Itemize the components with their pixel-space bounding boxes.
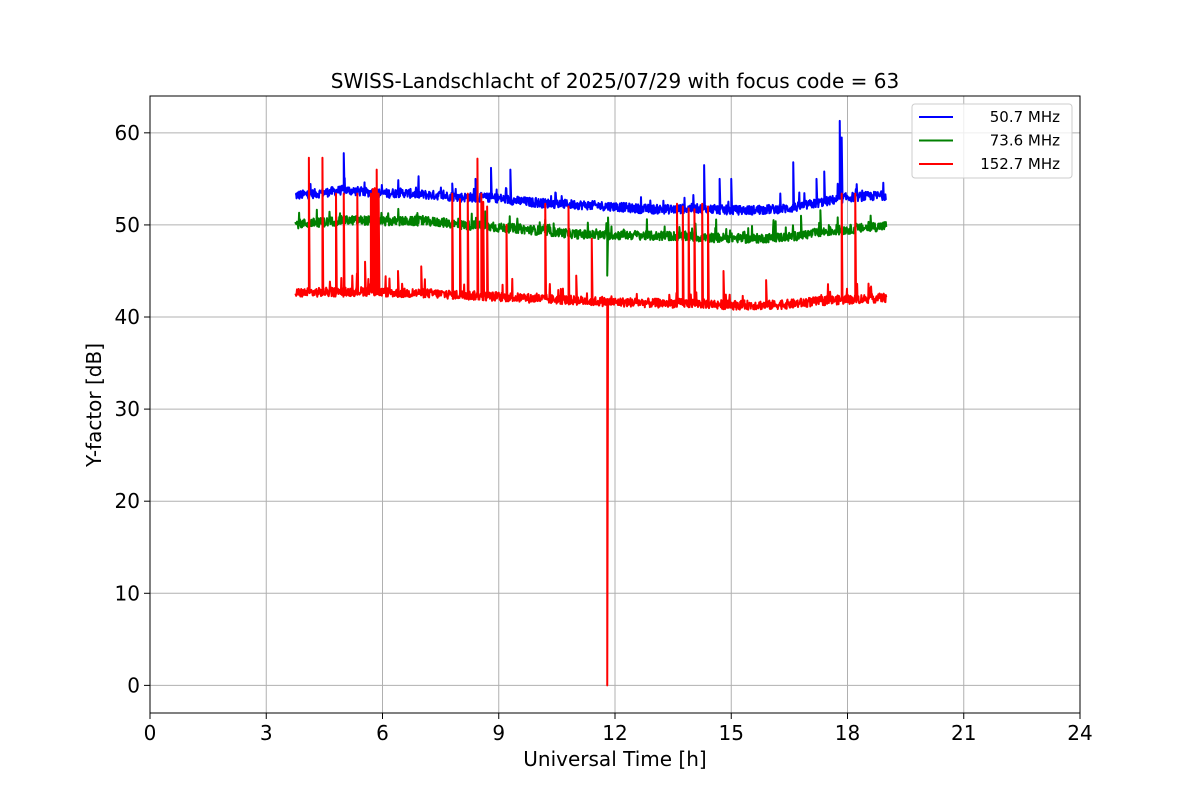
x-tick-label: 3 — [260, 721, 273, 745]
series-line — [294, 156, 888, 687]
x-tick-label: 9 — [492, 721, 505, 745]
x-tick-label: 15 — [719, 721, 744, 745]
y-tick-label: 0 — [127, 673, 140, 697]
x-tick-label: 0 — [144, 721, 157, 745]
y-tick-label: 50 — [115, 213, 140, 237]
x-tick-label: 24 — [1067, 721, 1092, 745]
x-axis-ticks: 0 3 6 9 12 15 18 21 24 — [144, 713, 1093, 745]
legend-label: 73.6 MHz — [990, 132, 1060, 150]
series-line — [294, 207, 888, 277]
legend-box — [911, 103, 1073, 179]
y-tick-label: 40 — [115, 305, 140, 329]
x-tick-label: 18 — [835, 721, 860, 745]
x-tick-label: 12 — [602, 721, 627, 745]
y-tick-label: 30 — [115, 397, 140, 421]
series-line — [294, 119, 888, 216]
legend-label: 152.7 MHz — [980, 155, 1060, 173]
y-axis-label: Y-factor [dB] — [82, 343, 106, 468]
plot-series — [294, 119, 888, 687]
chart-title: SWISS-Landschlacht of 2025/07/29 with fo… — [331, 69, 899, 93]
x-axis-label: Universal Time [h] — [523, 747, 706, 771]
legend: 50.7 MHz 73.6 MHz 152.7 MHz — [911, 103, 1073, 179]
y-tick-label: 60 — [115, 121, 140, 145]
y-axis-ticks: 0 10 20 30 40 50 60 — [115, 121, 150, 697]
y-tick-label: 20 — [115, 489, 140, 513]
legend-label: 50.7 MHz — [990, 108, 1060, 126]
y-tick-label: 10 — [115, 581, 140, 605]
x-tick-label: 21 — [951, 721, 976, 745]
x-tick-label: 6 — [376, 721, 389, 745]
